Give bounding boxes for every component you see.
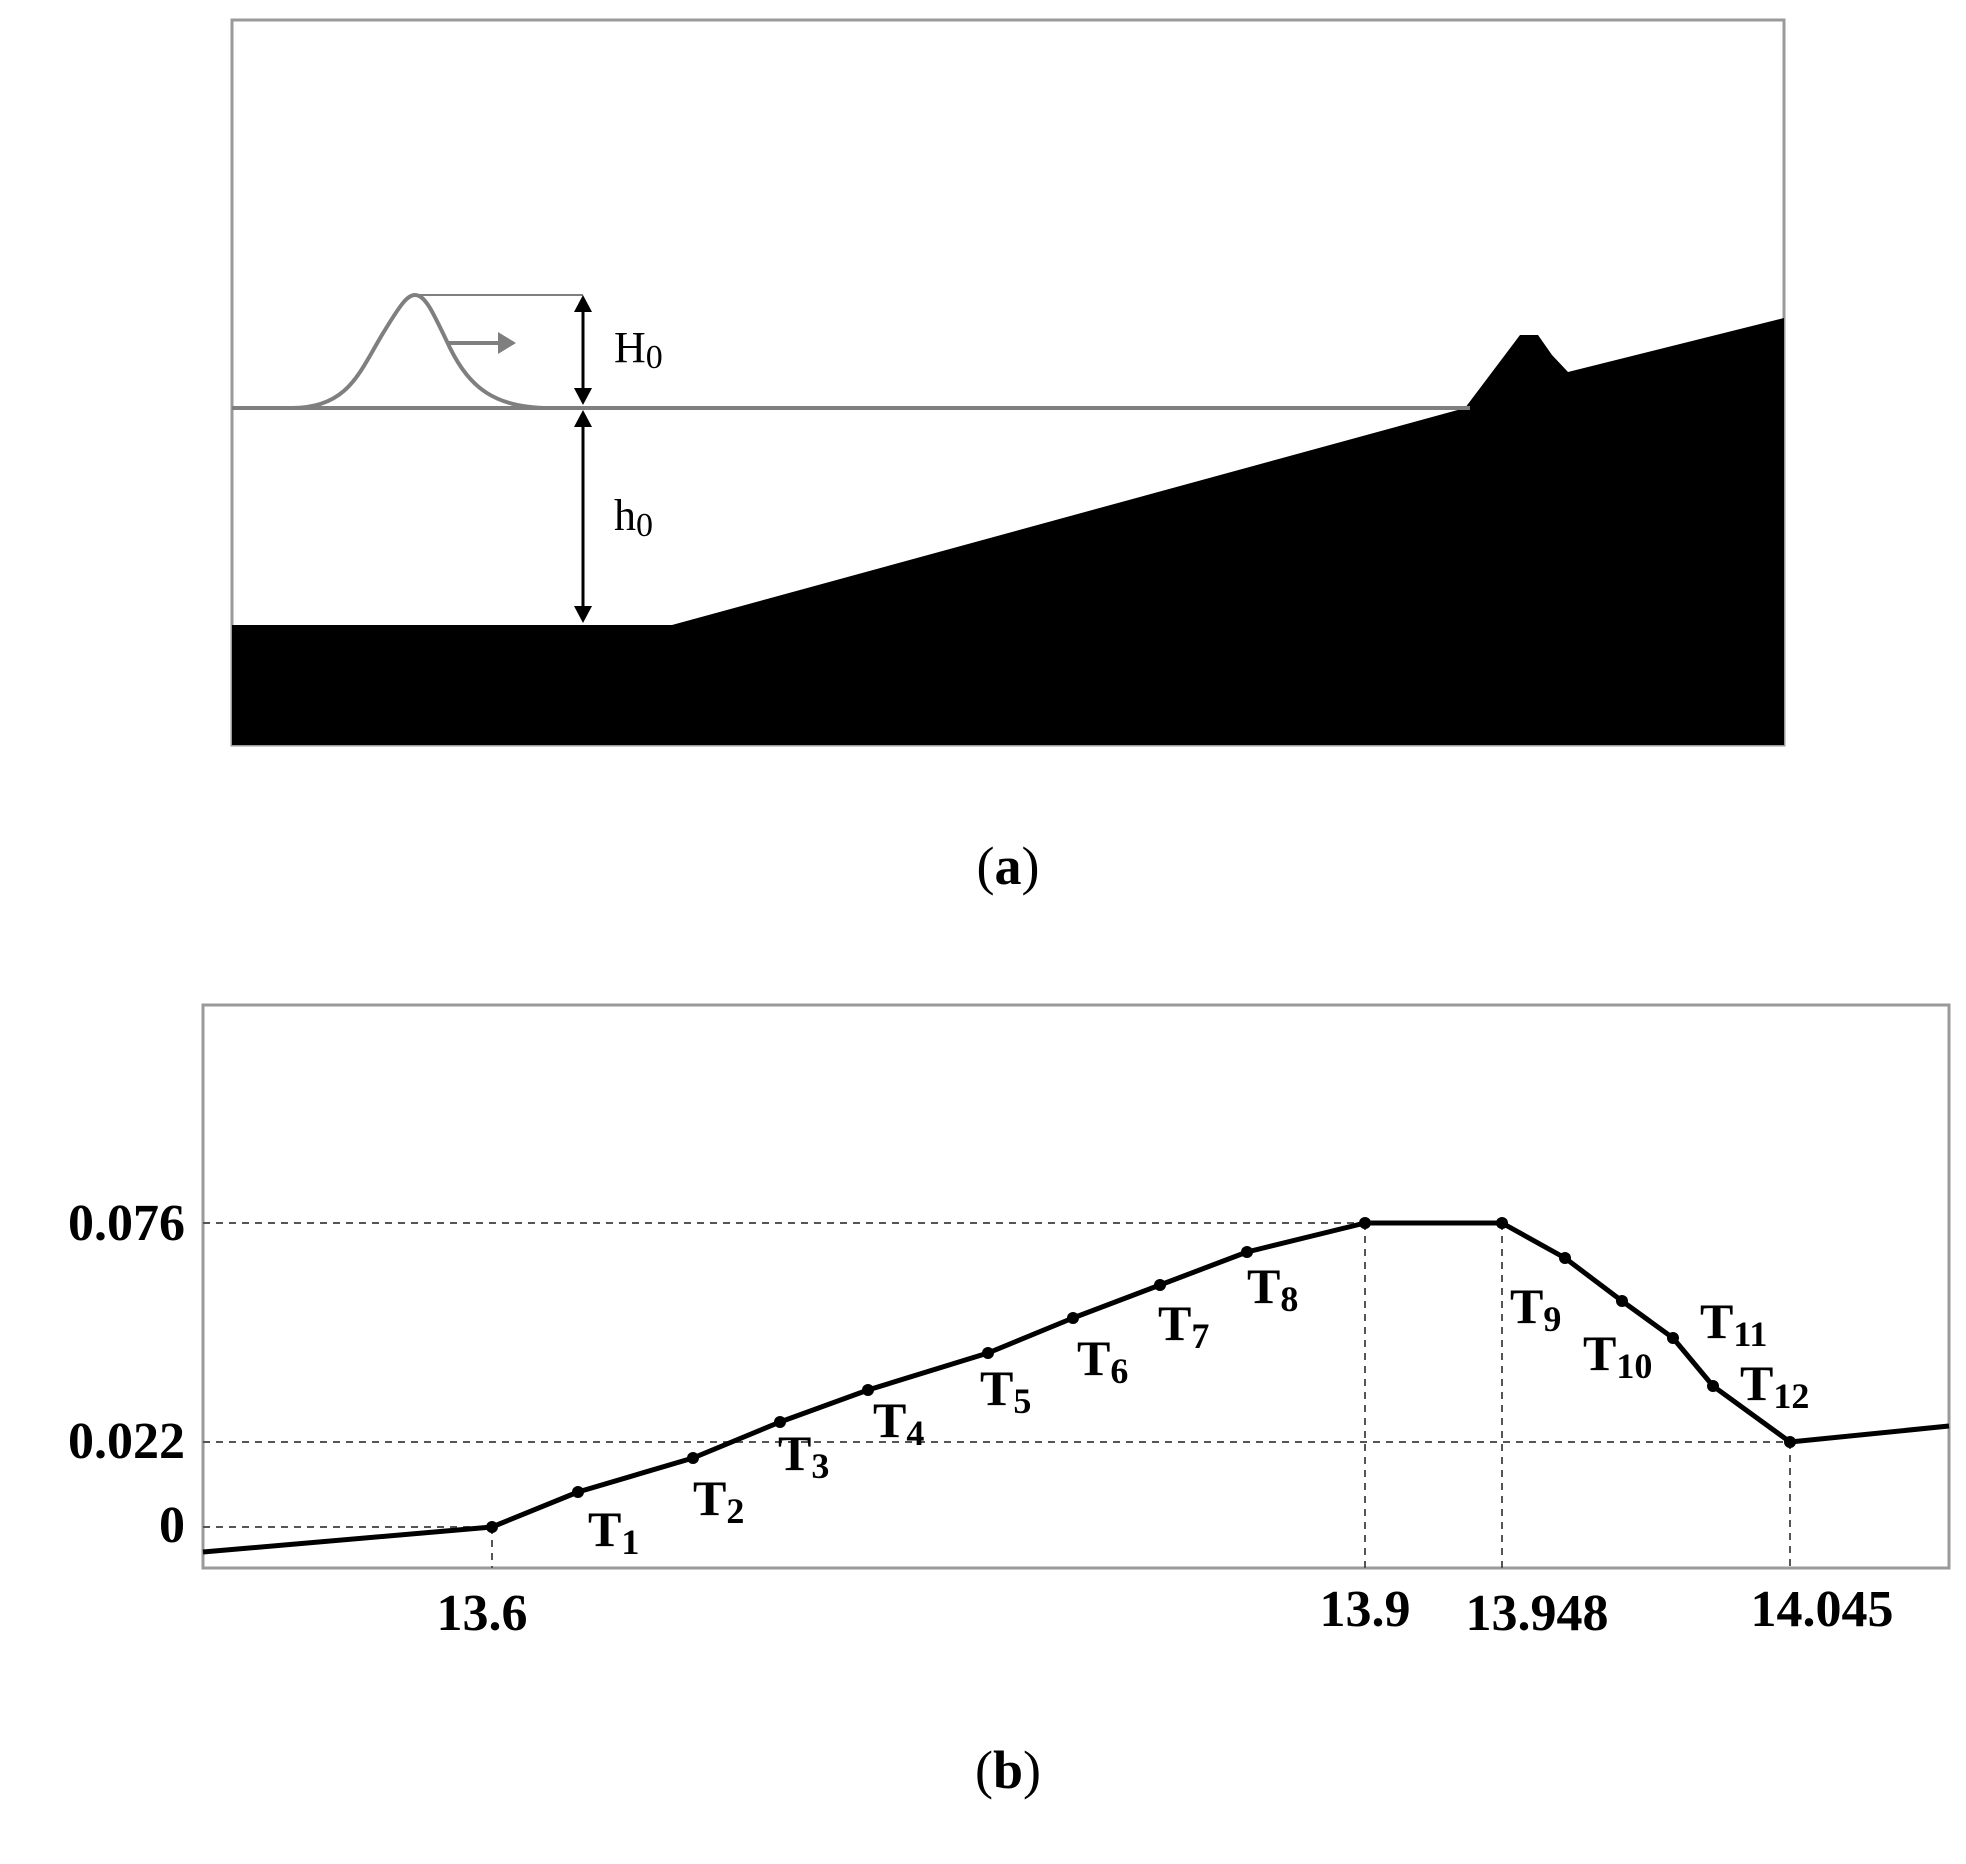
gauge-label-t11: T11: [1700, 1293, 1767, 1354]
gauge-point-t7: [1154, 1279, 1166, 1291]
gauge-label-t8: T8: [1247, 1258, 1298, 1319]
solitary-wave: [232, 292, 551, 410]
panel-b: T1 T2 T3 T4 T5 T6 T7 T8 T9 T10 T11 T12 0…: [68, 1003, 1951, 1642]
gauge-point-t1: [572, 1486, 584, 1498]
gauge-label-t10: T10: [1583, 1325, 1652, 1386]
gauge-label-t7: T7: [1158, 1295, 1209, 1356]
panel-b-caption: (b): [975, 1740, 1041, 1800]
seabed-profile: [232, 318, 1784, 745]
x-tick-label: 14.045: [1751, 1581, 1894, 1638]
wave-height-label: H0: [614, 323, 663, 376]
gauge-label-t9: T9: [1510, 1278, 1561, 1339]
gauge-point-t6: [1067, 1312, 1079, 1324]
gauge-point-t11: [1667, 1332, 1679, 1344]
profile-point: [1784, 1436, 1796, 1448]
wave-height-arrow: [574, 295, 592, 405]
gauge-point-t5: [982, 1347, 994, 1359]
gauge-label-t4: T4: [873, 1392, 924, 1453]
y-tick-label: 0.076: [68, 1195, 185, 1252]
panel-a-caption: (a): [977, 836, 1040, 896]
gauge-label-t1: T1: [588, 1501, 639, 1562]
water-depth-label: h0: [614, 491, 653, 544]
x-tick-label: 13.948: [1466, 1585, 1609, 1642]
gauge-label-t3: T3: [778, 1425, 829, 1486]
reef-profile-line: [202, 1220, 1950, 1555]
gauge-label-t6: T6: [1077, 1330, 1128, 1391]
gauge-point-t3: [774, 1416, 786, 1428]
gauge-point-t10: [1616, 1295, 1628, 1307]
panel-a: H0 h0: [230, 18, 1786, 747]
profile-point: [1359, 1217, 1371, 1229]
gauge-point-t9: [1559, 1252, 1571, 1264]
profile-point: [486, 1521, 498, 1533]
gauge-label-t2: T2: [693, 1470, 744, 1531]
gauge-label-t5: T5: [980, 1360, 1031, 1421]
x-tick-label: 13.9: [1320, 1581, 1411, 1638]
panel-b-frame: [201, 1003, 1951, 1570]
gauge-point-t8: [1241, 1246, 1253, 1258]
gauge-label-t12: T12: [1740, 1355, 1809, 1416]
profile-point: [1496, 1217, 1508, 1229]
propagation-arrow-icon: [448, 332, 516, 354]
gauge-point-t4: [862, 1384, 874, 1396]
y-tick-label: 0.022: [68, 1413, 185, 1470]
water-depth-arrow: [574, 410, 592, 623]
profile-points: [486, 1217, 1796, 1533]
x-tick-label: 13.6: [437, 1585, 528, 1642]
gauge-point-t12: [1707, 1380, 1719, 1392]
y-tick-label: 0: [159, 1497, 185, 1554]
gauge-point-t2: [687, 1452, 699, 1464]
